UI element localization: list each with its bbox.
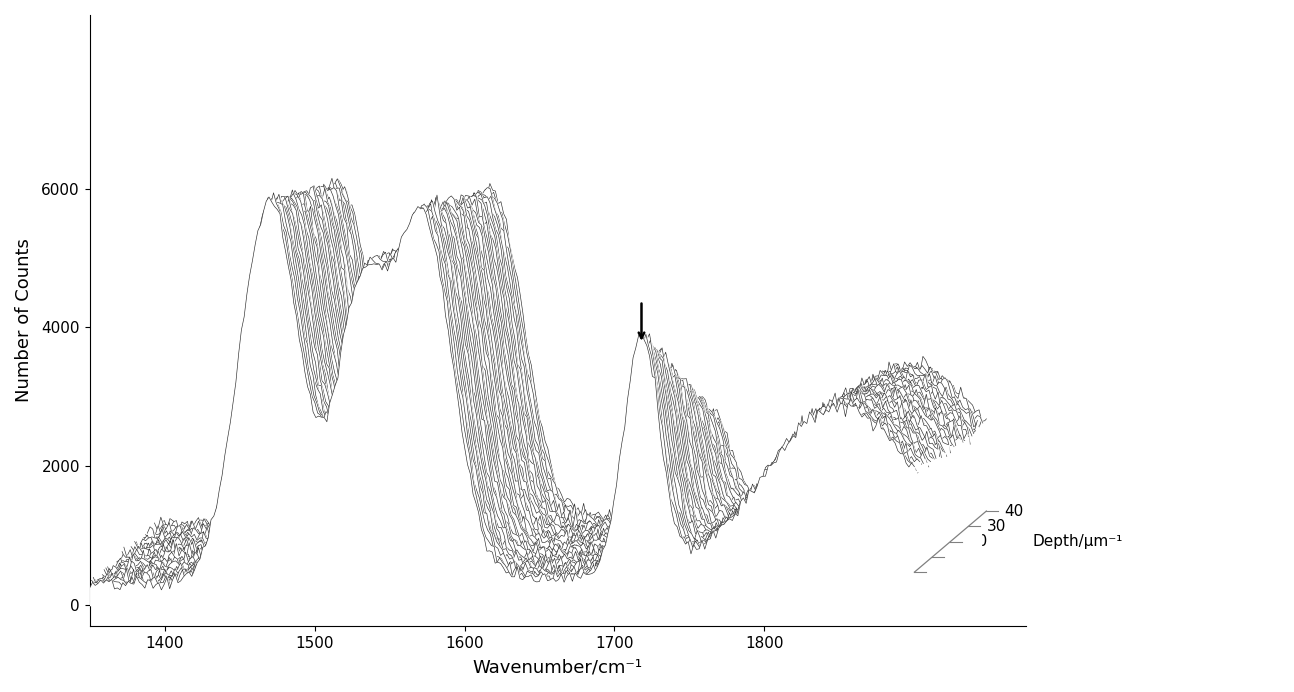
Text: 10: 10	[950, 549, 969, 565]
X-axis label: Wavenumber/cm⁻¹: Wavenumber/cm⁻¹	[472, 659, 643, 677]
Y-axis label: Number of Counts: Number of Counts	[16, 239, 34, 403]
Text: 0: 0	[933, 565, 942, 580]
Text: Depth/μm⁻¹: Depth/μm⁻¹	[1033, 534, 1123, 549]
Text: 20: 20	[968, 534, 987, 549]
Text: 30: 30	[986, 519, 1005, 534]
Text: 40: 40	[1004, 504, 1024, 518]
